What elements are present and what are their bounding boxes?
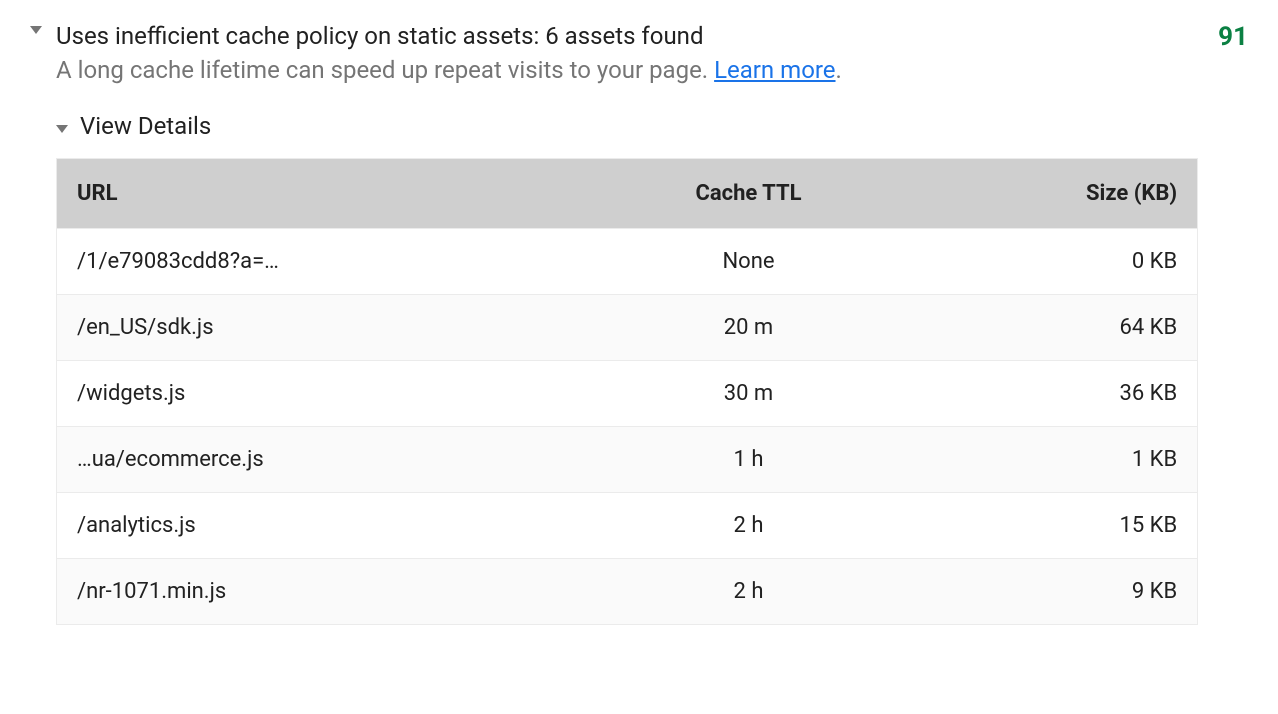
table-header-url: URL — [57, 158, 589, 228]
table-header-size: Size (KB) — [909, 158, 1198, 228]
cell-ttl: 2 h — [588, 492, 908, 558]
cell-size: 1 KB — [909, 426, 1198, 492]
assets-table: URL Cache TTL Size (KB) /1/e79083cdd8?a=… — [56, 158, 1198, 625]
cell-size: 15 KB — [909, 492, 1198, 558]
cell-size: 36 KB — [909, 360, 1198, 426]
cell-ttl: 20 m — [588, 294, 908, 360]
table-row: /1/e79083cdd8?a=… None 0 KB — [57, 228, 1198, 294]
audit-description-text: A long cache lifetime can speed up repea… — [56, 56, 714, 84]
cell-ttl: 30 m — [588, 360, 908, 426]
table-row: /analytics.js 2 h 15 KB — [57, 492, 1198, 558]
details-section: View Details URL Cache TTL Size (KB) /1/… — [56, 112, 1198, 625]
audit-title: Uses inefficient cache policy on static … — [56, 20, 842, 52]
cell-ttl: 1 h — [588, 426, 908, 492]
audit-main: Uses inefficient cache policy on static … — [30, 20, 1198, 625]
audit-item: Uses inefficient cache policy on static … — [30, 20, 1248, 625]
cell-url: /nr-1071.min.js — [57, 558, 589, 624]
cell-ttl: 2 h — [588, 558, 908, 624]
cell-url: …ua/ecommerce.js — [57, 426, 589, 492]
table-header-ttl: Cache TTL — [588, 158, 908, 228]
caret-down-icon — [56, 125, 68, 133]
cell-size: 0 KB — [909, 228, 1198, 294]
table-header-row: URL Cache TTL Size (KB) — [57, 158, 1198, 228]
cell-url: /1/e79083cdd8?a=… — [57, 228, 589, 294]
audit-title-block: Uses inefficient cache policy on static … — [56, 20, 842, 88]
table-row: …ua/ecommerce.js 1 h 1 KB — [57, 426, 1198, 492]
cell-url: /widgets.js — [57, 360, 589, 426]
cell-size: 9 KB — [909, 558, 1198, 624]
audit-description: A long cache lifetime can speed up repea… — [56, 54, 842, 88]
details-toggle[interactable]: View Details — [56, 112, 1198, 140]
cell-ttl: None — [588, 228, 908, 294]
cell-url: /en_US/sdk.js — [57, 294, 589, 360]
caret-down-icon[interactable] — [30, 26, 42, 34]
audit-description-suffix: . — [836, 56, 842, 84]
learn-more-link[interactable]: Learn more — [714, 56, 835, 84]
details-label: View Details — [80, 112, 211, 140]
table-row: /widgets.js 30 m 36 KB — [57, 360, 1198, 426]
cell-size: 64 KB — [909, 294, 1198, 360]
table-row: /nr-1071.min.js 2 h 9 KB — [57, 558, 1198, 624]
table-row: /en_US/sdk.js 20 m 64 KB — [57, 294, 1198, 360]
audit-header: Uses inefficient cache policy on static … — [30, 20, 1198, 88]
audit-score: 91 — [1218, 22, 1248, 52]
cell-url: /analytics.js — [57, 492, 589, 558]
